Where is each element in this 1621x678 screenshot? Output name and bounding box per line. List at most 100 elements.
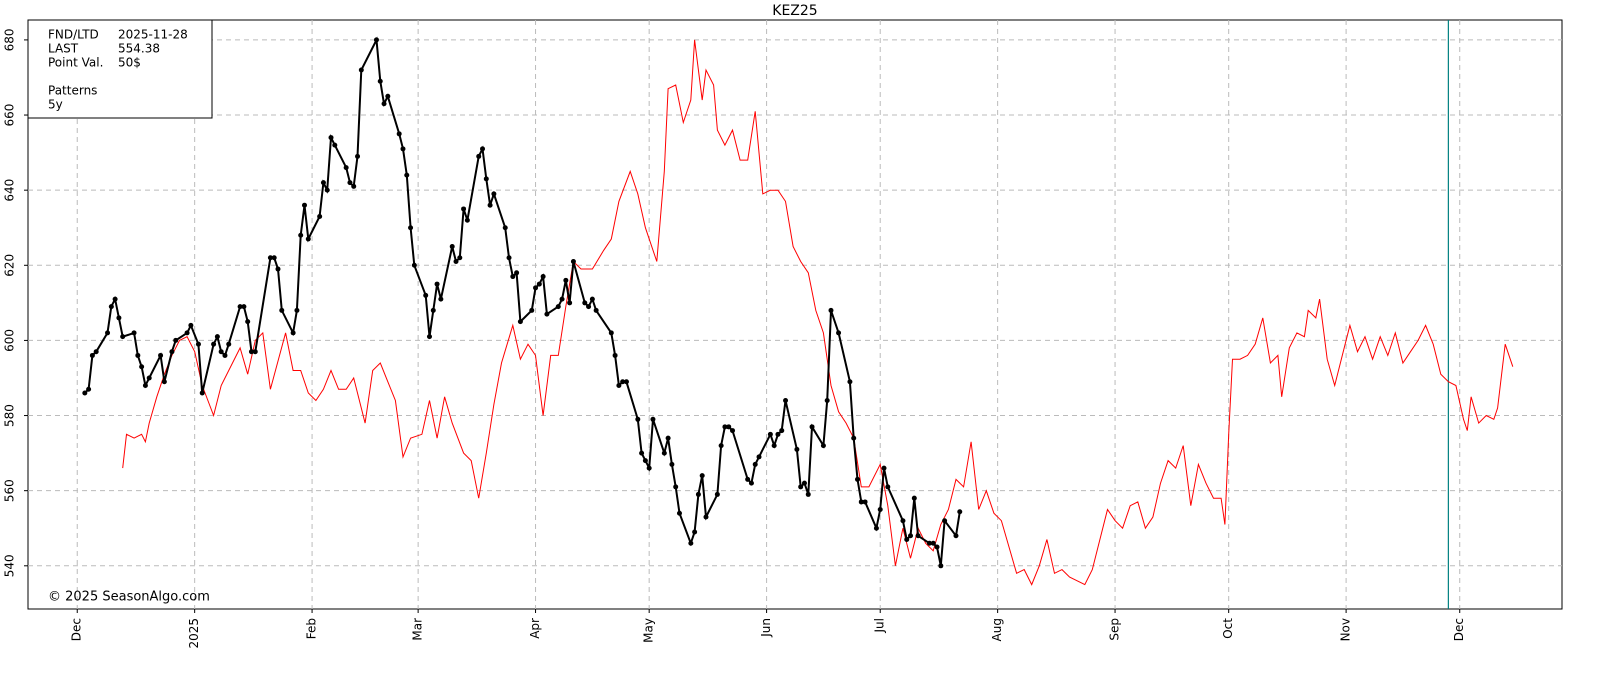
chart-title: KEZ25 bbox=[772, 3, 817, 19]
data-point bbox=[934, 544, 940, 550]
data-point bbox=[294, 307, 300, 313]
data-point bbox=[275, 266, 281, 272]
data-point bbox=[714, 491, 720, 497]
data-point bbox=[245, 319, 251, 325]
data-point bbox=[544, 311, 550, 317]
data-point bbox=[942, 518, 948, 524]
info-box bbox=[27, 19, 213, 119]
data-point bbox=[267, 255, 273, 261]
data-point bbox=[608, 330, 614, 336]
data-point bbox=[612, 352, 618, 358]
data-point bbox=[161, 379, 167, 385]
data-point bbox=[616, 382, 622, 388]
data-point bbox=[798, 484, 804, 490]
plot-area: 540 560 580 600 620 640 660 680 Dec 2025 Feb Mar Apr… bbox=[3, 20, 1562, 649]
data-point bbox=[347, 180, 353, 186]
data-point bbox=[188, 322, 194, 328]
data-point bbox=[332, 142, 338, 148]
data-point bbox=[824, 398, 830, 404]
data-point bbox=[438, 296, 444, 302]
data-point bbox=[953, 533, 959, 539]
data-point bbox=[586, 304, 592, 310]
data-point bbox=[252, 349, 258, 355]
plot-frame bbox=[27, 19, 1563, 610]
data-point bbox=[726, 424, 732, 430]
x-tick-label: Aug bbox=[990, 618, 1004, 641]
data-point bbox=[298, 232, 304, 238]
data-point bbox=[491, 191, 497, 197]
data-point bbox=[169, 349, 175, 355]
data-point bbox=[854, 476, 860, 482]
data-point bbox=[767, 431, 773, 437]
data-point bbox=[877, 506, 883, 512]
data-point bbox=[771, 443, 777, 449]
data-point bbox=[464, 217, 470, 223]
data-point bbox=[669, 461, 675, 467]
data-point bbox=[158, 352, 164, 358]
data-point bbox=[957, 509, 963, 515]
info-label: Point Val. bbox=[48, 56, 103, 70]
data-point bbox=[116, 315, 122, 321]
data-point bbox=[650, 416, 656, 422]
data-point bbox=[358, 67, 364, 73]
data-point bbox=[241, 304, 247, 310]
data-point bbox=[555, 304, 561, 310]
data-point bbox=[199, 390, 205, 396]
data-point bbox=[343, 165, 349, 171]
x-tick-label: Feb bbox=[305, 618, 319, 639]
data-point bbox=[665, 435, 671, 441]
data-point bbox=[476, 153, 482, 159]
data-point bbox=[301, 202, 307, 208]
data-point bbox=[328, 135, 334, 141]
info-value: 2025-11-28 bbox=[118, 28, 188, 42]
data-point bbox=[911, 495, 917, 501]
data-point bbox=[324, 187, 330, 193]
data-point bbox=[695, 491, 701, 497]
data-point bbox=[483, 176, 489, 182]
data-point bbox=[563, 277, 569, 283]
data-point bbox=[809, 424, 815, 430]
data-point bbox=[93, 349, 99, 355]
data-point bbox=[646, 465, 652, 471]
x-tick-label: Apr bbox=[528, 618, 542, 639]
data-point bbox=[926, 540, 932, 546]
data-point bbox=[142, 382, 148, 388]
data-point bbox=[211, 341, 217, 347]
data-point bbox=[279, 307, 285, 313]
data-point bbox=[510, 274, 516, 280]
data-point bbox=[623, 379, 629, 385]
x-tick-label: Oct bbox=[1221, 618, 1235, 639]
data-point bbox=[930, 540, 936, 546]
data-point bbox=[673, 484, 679, 490]
x-tick-label: Dec bbox=[1452, 618, 1466, 641]
data-point bbox=[423, 292, 429, 298]
data-point bbox=[487, 202, 493, 208]
data-point bbox=[218, 349, 224, 355]
data-point bbox=[248, 349, 254, 355]
data-point bbox=[847, 379, 853, 385]
data-point bbox=[396, 131, 402, 137]
data-point bbox=[426, 334, 432, 340]
data-point bbox=[582, 300, 588, 306]
data-point bbox=[120, 334, 126, 340]
data-point bbox=[688, 540, 694, 546]
data-point bbox=[873, 525, 879, 531]
data-point bbox=[135, 352, 141, 358]
data-point bbox=[904, 537, 910, 543]
data-point bbox=[745, 476, 751, 482]
data-point bbox=[794, 446, 800, 452]
data-point bbox=[862, 499, 868, 505]
info-value: 50$ bbox=[118, 56, 141, 70]
data-point bbox=[400, 146, 406, 152]
data-point bbox=[112, 296, 118, 302]
data-point bbox=[635, 416, 641, 422]
data-point bbox=[139, 364, 145, 370]
data-point bbox=[195, 341, 201, 347]
data-point bbox=[404, 172, 410, 178]
data-point bbox=[461, 206, 467, 212]
data-point bbox=[692, 529, 698, 535]
data-point bbox=[173, 337, 179, 343]
data-point bbox=[351, 183, 357, 189]
data-point bbox=[226, 341, 232, 347]
